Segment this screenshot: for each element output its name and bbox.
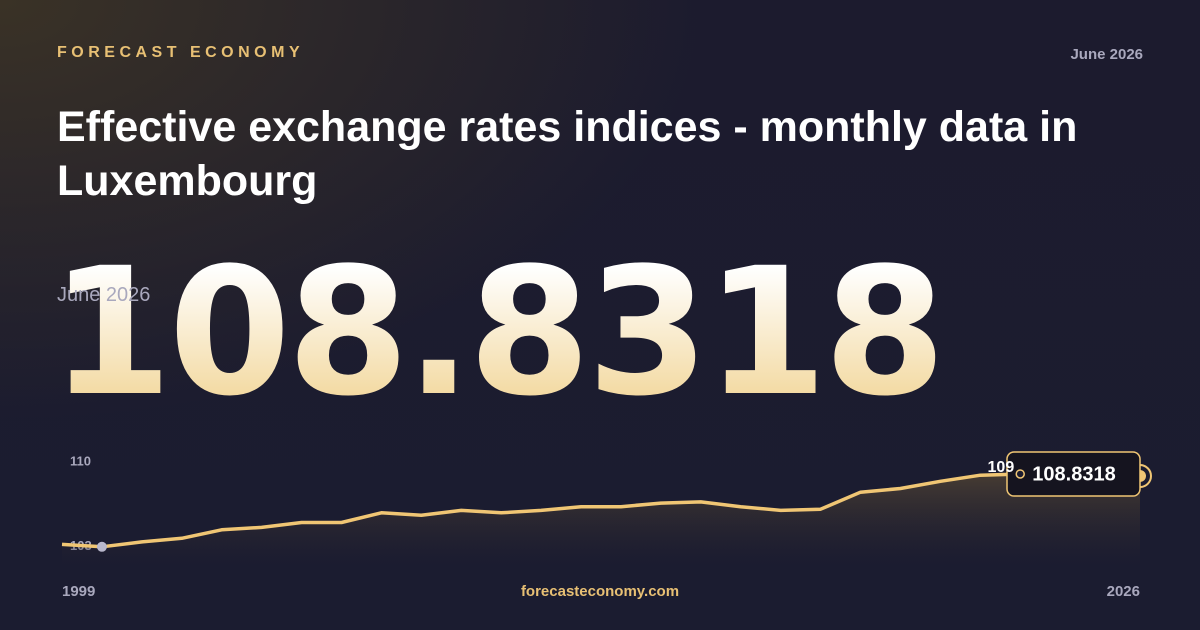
title: Effective exchange rates indices - month… <box>57 103 1078 205</box>
area <box>62 474 1140 565</box>
headline-date: June 2026 <box>57 284 151 306</box>
y-tick-label: 110 <box>70 453 91 468</box>
max-marker <box>1015 469 1025 479</box>
x-tick-label: 1999 <box>62 583 95 600</box>
brand: FORECAST ECONOMY <box>57 44 305 61</box>
end-label: 108.8318 <box>1032 463 1115 485</box>
max-label: 109 <box>988 459 1015 476</box>
site-link[interactable]: forecasteconomy.com <box>520 583 680 600</box>
line <box>61 472 1141 549</box>
headline-value: 108.8318 <box>50 230 946 435</box>
end-label-box <box>1006 451 1141 497</box>
min-marker <box>96 541 107 552</box>
x-tick-label: 2026 <box>1107 583 1140 600</box>
date: June 2026 <box>1070 46 1143 63</box>
